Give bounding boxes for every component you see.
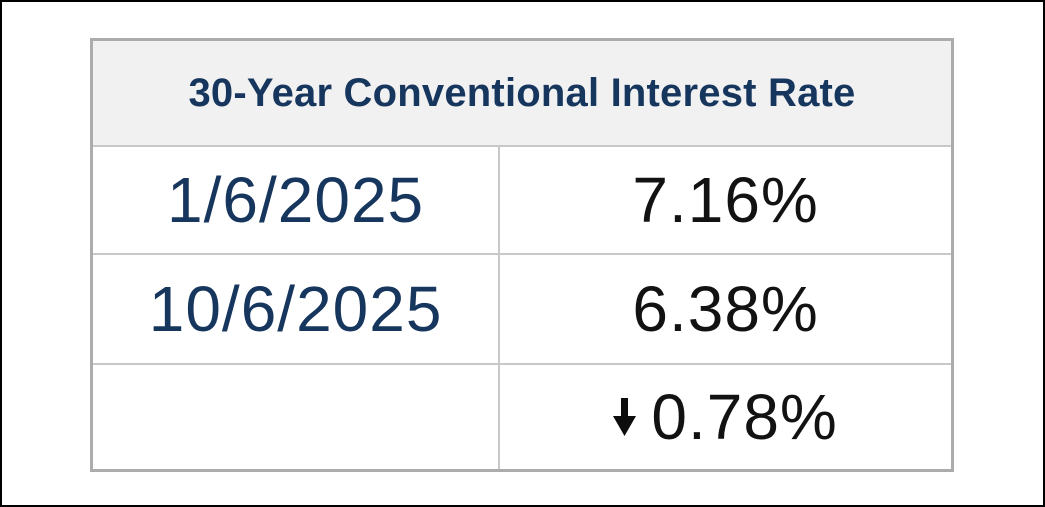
table-row-2-rate: 6.38%	[498, 253, 951, 363]
table-row-2-date: 10/6/2025	[93, 253, 499, 363]
table-row-1-date: 1/6/2025	[93, 145, 499, 253]
table-title: 30-Year Conventional Interest Rate	[93, 41, 951, 145]
change-value: 0.78%	[651, 381, 838, 453]
rate-table: 30-Year Conventional Interest Rate 1/6/2…	[90, 38, 954, 472]
table-row-1-rate: 7.16%	[498, 145, 951, 253]
table-row-3-change: 0.78%	[498, 363, 951, 469]
table-row-3-empty-cell	[93, 363, 499, 469]
down-arrow-icon	[613, 398, 637, 436]
